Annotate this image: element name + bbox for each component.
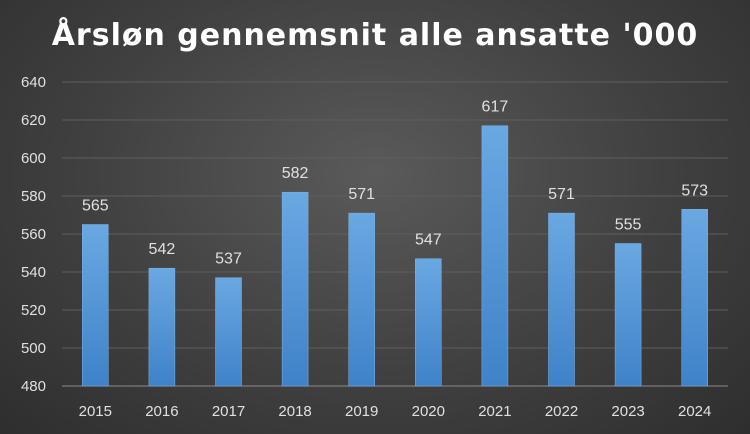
data-label-2024: 573 <box>681 182 708 199</box>
y-tick-label: 560 <box>21 226 46 243</box>
x-tick-label-2016: 2016 <box>145 403 178 420</box>
x-tick-label-2015: 2015 <box>79 403 112 420</box>
y-tick-label: 600 <box>21 150 46 167</box>
bar-2021 <box>481 125 509 387</box>
y-tick-label: 640 <box>21 74 46 91</box>
x-tick-label-2024: 2024 <box>678 403 711 420</box>
x-tick-label-2019: 2019 <box>345 403 378 420</box>
y-tick-label: 500 <box>21 340 46 357</box>
data-label-2018: 582 <box>282 165 309 182</box>
x-tick-label-2018: 2018 <box>278 403 311 420</box>
data-label-2020: 547 <box>415 232 442 249</box>
chart-title: Årsløn gennemsnit alle ansatte '000 <box>51 18 699 53</box>
bar-2019 <box>348 212 375 387</box>
bar-2017 <box>215 277 242 387</box>
bar-2015 <box>82 224 109 387</box>
x-tick-label-2017: 2017 <box>212 403 245 420</box>
bar-2024 <box>681 209 708 387</box>
y-tick-label: 480 <box>21 378 46 395</box>
x-tick-label-2022: 2022 <box>545 403 578 420</box>
y-tick-label: 520 <box>21 302 46 319</box>
x-tick-label-2020: 2020 <box>412 403 445 420</box>
data-label-2015: 565 <box>82 198 109 215</box>
x-tick-label-2023: 2023 <box>611 403 644 420</box>
data-label-2016: 542 <box>149 241 176 258</box>
y-tick-label: 620 <box>21 112 46 129</box>
data-label-2017: 537 <box>215 251 242 268</box>
y-tick-label: 540 <box>21 264 46 281</box>
data-label-2023: 555 <box>615 217 642 234</box>
data-label-2022: 571 <box>548 186 575 203</box>
bar-2018 <box>281 191 309 387</box>
bar-2023 <box>614 243 642 387</box>
bar-2016 <box>148 267 176 387</box>
data-label-2019: 571 <box>348 186 375 203</box>
bar-2020 <box>415 258 442 387</box>
y-tick-label: 580 <box>21 188 46 205</box>
data-label-2021: 617 <box>482 99 509 116</box>
x-tick-label-2021: 2021 <box>478 403 511 420</box>
bar-2022 <box>548 212 575 387</box>
